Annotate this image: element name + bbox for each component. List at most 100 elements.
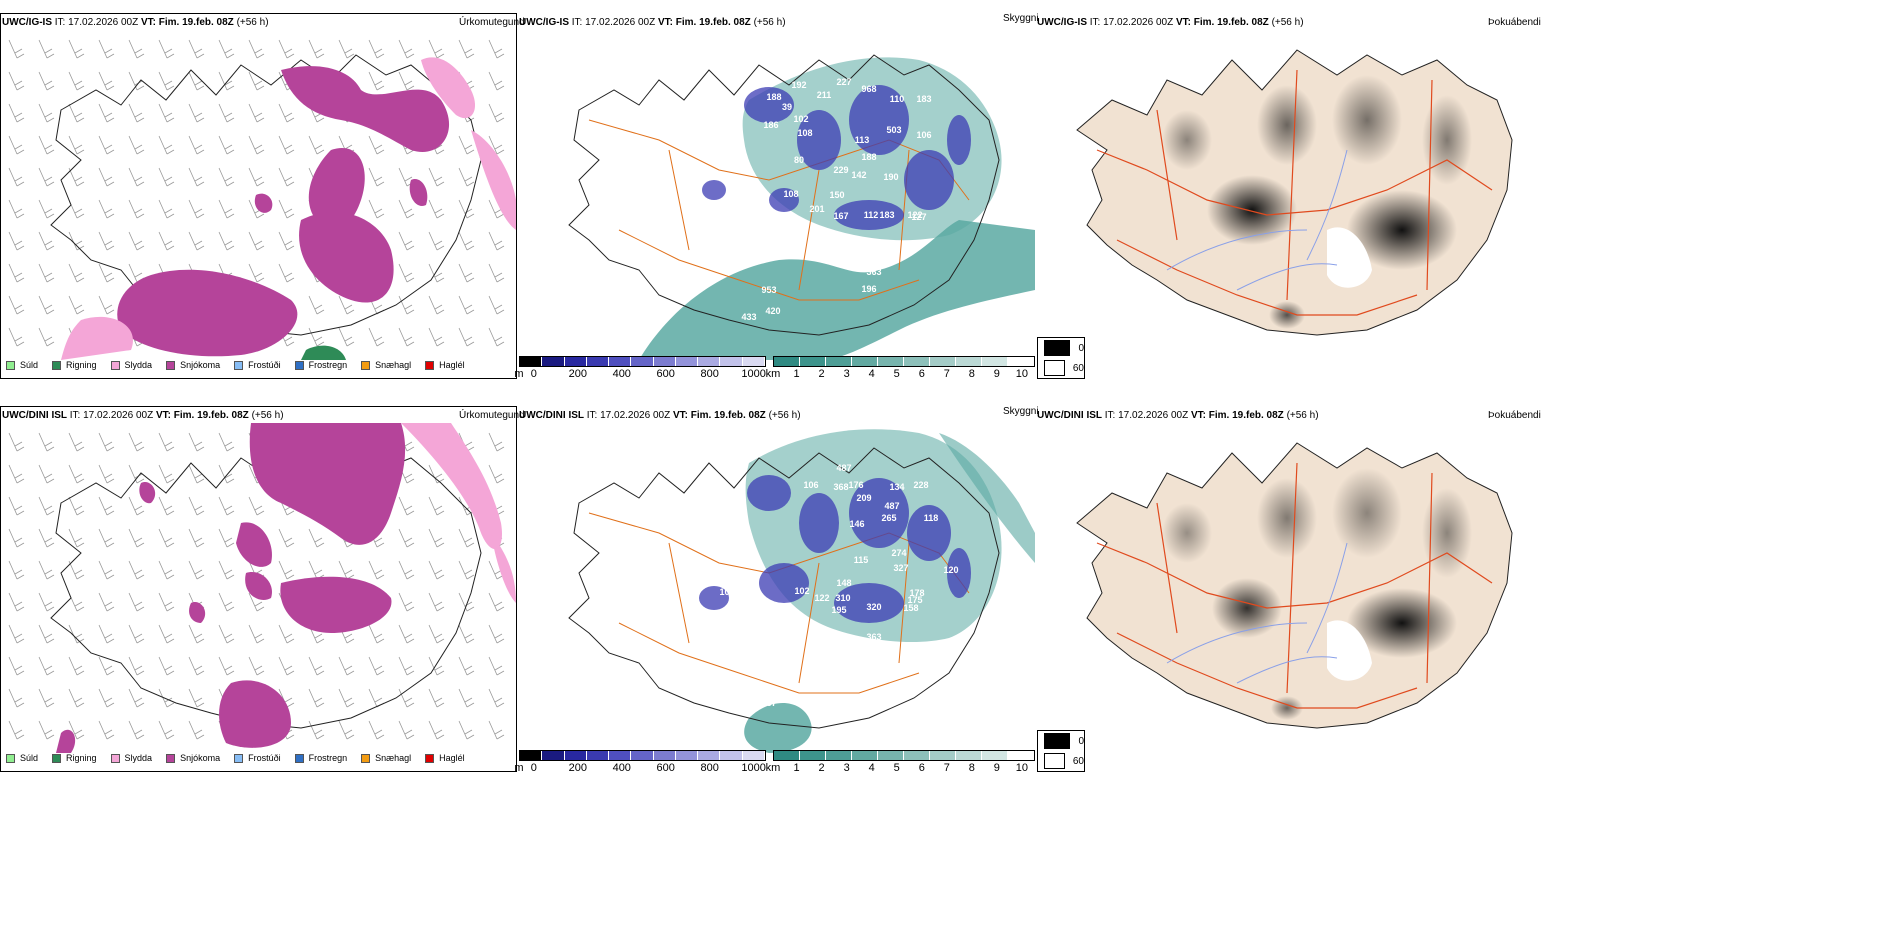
- colorbar-tick-label: 3: [843, 368, 850, 380]
- it-value: 17.02.2026 00Z: [600, 410, 671, 421]
- it-label: IT:: [571, 17, 583, 28]
- cloud-base-value: 102: [793, 114, 808, 124]
- wind-barb: [248, 167, 265, 187]
- wind-barb: [218, 167, 235, 187]
- wind-barb: [398, 560, 415, 580]
- wind-barb: [428, 231, 445, 251]
- cloud-base-value: 134: [889, 482, 904, 492]
- fog-legend-row: 0: [1038, 731, 1084, 751]
- wind-barb: [308, 327, 325, 347]
- wind-barb: [488, 327, 505, 347]
- wind-barb: [218, 231, 235, 251]
- wind-barb: [428, 656, 445, 676]
- cloud-base-value: 192: [791, 80, 806, 90]
- colorbar-tick-label: 800: [700, 368, 719, 380]
- it-value: 17.02.2026 00Z: [1118, 410, 1189, 421]
- wind-barb: [458, 624, 475, 644]
- iceland-outline: [568, 447, 1000, 729]
- vis-areas: [639, 220, 1035, 360]
- wind-barb: [428, 592, 445, 612]
- road-network: [588, 119, 970, 301]
- it-value: 17.02.2026 00Z: [585, 17, 656, 28]
- wind-barb: [488, 656, 505, 676]
- colorbar-cells: [519, 750, 766, 761]
- wind-barb: [218, 71, 235, 91]
- lead-time: (+56 h): [753, 17, 786, 28]
- wind-barb: [218, 464, 235, 484]
- cloud-base-value: 363: [866, 632, 881, 642]
- wind-barb: [488, 263, 505, 283]
- wind-barb: [158, 720, 175, 740]
- colorbar-cell: [878, 357, 904, 366]
- wind-barb: [98, 688, 115, 708]
- wind-barb: [458, 231, 475, 251]
- wind-barb: [38, 231, 55, 251]
- vt-label: VT:: [672, 410, 688, 421]
- wind-barb: [98, 560, 115, 580]
- panel-name-precip-bottom: Úrkomutegund: [459, 410, 525, 421]
- wind-barb: [188, 688, 205, 708]
- wind-barb: [488, 688, 505, 708]
- colorbar-cell: [653, 357, 676, 366]
- legend-item: Frostregn: [294, 360, 347, 370]
- road-network: [1096, 462, 1493, 709]
- wind-barb: [428, 496, 445, 516]
- legend-label: Snjókoma: [180, 360, 221, 370]
- wind-barb: [38, 624, 55, 644]
- wind-barb: [458, 295, 475, 315]
- colorbar-cell: [904, 751, 930, 760]
- wind-barb: [428, 624, 445, 644]
- wind-barb: [188, 528, 205, 548]
- legend-swatch: [6, 753, 15, 763]
- vt-value: Fim. 19.feb. 08Z: [158, 17, 234, 28]
- wind-barb: [98, 295, 115, 315]
- cloud-base-value: 106: [803, 480, 818, 490]
- colorbar-ticks: km 1 2 3 4 5 6 7 8 9 10: [766, 761, 1035, 774]
- wind-barb: [218, 39, 235, 59]
- wind-barb: [68, 432, 85, 452]
- wind-barb: [128, 656, 145, 676]
- colorbar-cell: [1008, 751, 1034, 760]
- colorbar-tick-label: 7: [943, 762, 950, 774]
- wind-barb: [218, 656, 235, 676]
- legend-label: Frostúði: [248, 360, 281, 370]
- wind-barb: [158, 624, 175, 644]
- colorbar-ticks: km 1 2 3 4 5 6 7 8 9 10: [766, 367, 1035, 380]
- colorbar-tick-label: 200: [568, 762, 587, 774]
- wind-barb: [488, 39, 505, 59]
- precip-panel-frame-top: [0, 13, 517, 379]
- cloud-base-value: 112: [864, 210, 879, 220]
- colorbar-cells: [519, 356, 766, 367]
- wind-barb: [158, 103, 175, 123]
- legend-item: Haglél: [425, 360, 465, 370]
- wind-barb: [488, 103, 505, 123]
- legend-label: Slydda: [124, 360, 153, 370]
- colorbar-tick-label: 4: [868, 368, 875, 380]
- panel-name-precip-top: Úrkomutegund: [459, 17, 525, 28]
- cloud-base-value: 722: [866, 239, 881, 249]
- model-name: UWC/DINI ISL: [2, 410, 67, 421]
- colorbar-tick-label: 400: [612, 368, 631, 380]
- cloud-base-value: 122: [814, 593, 829, 603]
- cloud-base-value: 84: [734, 195, 744, 205]
- wind-barb: [38, 720, 55, 740]
- cloud-base-value: 146: [849, 519, 864, 529]
- legend-item: Rigning: [52, 753, 97, 763]
- legend-swatch: [425, 753, 435, 763]
- model-name: UWC/IG-IS: [519, 17, 569, 28]
- cloud-base-value: 186: [763, 120, 778, 130]
- wind-barb: [38, 103, 55, 123]
- colorbar-cell: [653, 751, 676, 760]
- legend-label: Frostregn: [308, 753, 348, 763]
- wind-barb: [458, 592, 475, 612]
- wind-barb: [248, 231, 265, 251]
- wind-barb: [98, 496, 115, 516]
- wind-barb: [308, 560, 325, 580]
- cloud-base-value: 368: [833, 482, 848, 492]
- wind-barb: [218, 496, 235, 516]
- colorbar-ticks: m 0 200 400 600 800 1000: [514, 761, 766, 774]
- colorbar-tick-label: 3: [843, 762, 850, 774]
- precip-legend-top: Súld Rigning Slydda Snjókoma Frostúði Frostre…: [6, 360, 479, 370]
- wind-barb: [458, 688, 475, 708]
- wind-barb: [278, 263, 295, 283]
